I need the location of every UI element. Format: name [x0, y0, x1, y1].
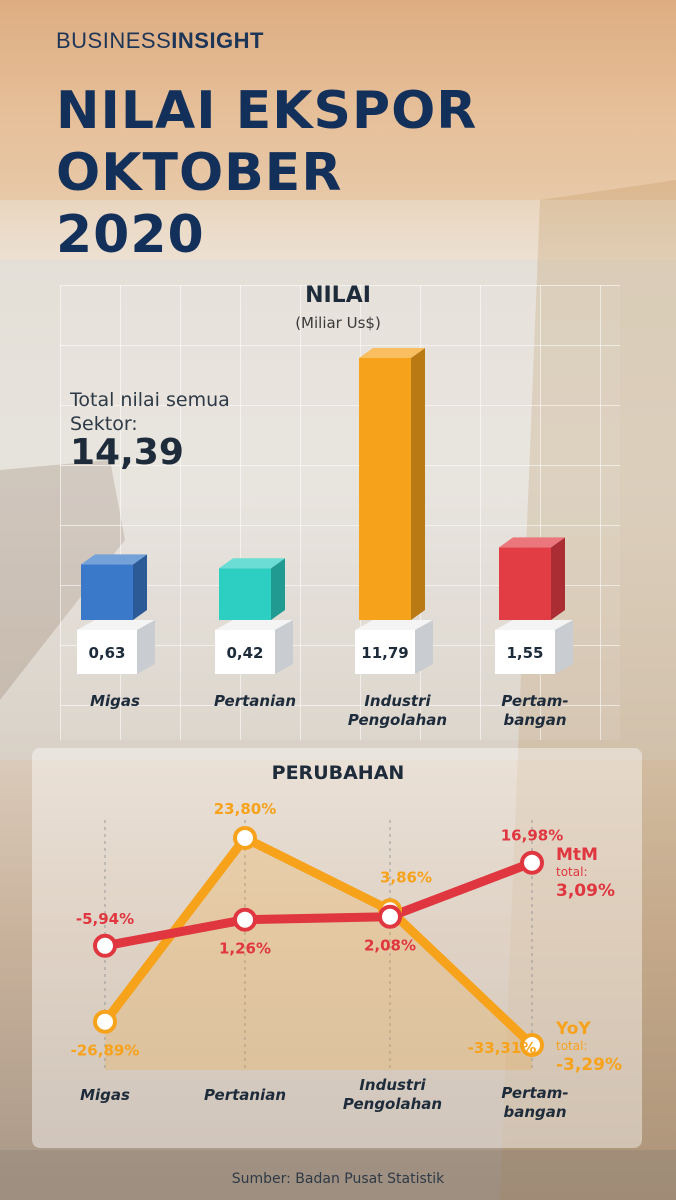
line-category-migas: Migas [80, 1086, 130, 1104]
bar-pedestal-top [495, 620, 573, 630]
bar-category-pertambangan: Pertam- bangan [501, 692, 569, 729]
yoy-legend-total-label: total: [556, 1039, 587, 1053]
bar-side [133, 554, 147, 620]
title-line-1: NILAI EKSPOR [56, 81, 478, 141]
yoy-point [520, 1033, 544, 1057]
mtm-data-label: 16,98% [501, 827, 563, 845]
total-label: Total nilai semua Sektor: [70, 389, 230, 435]
bar-category-pertanian: Pertanian [213, 692, 297, 710]
yoy-legend-total-value: -3,29% [556, 1055, 622, 1075]
bar-front [499, 547, 551, 620]
bar-pedestal-side [555, 620, 573, 674]
mtm-legend-name: MtM [556, 845, 598, 865]
bar-pedestal-top [215, 620, 293, 630]
title-line-3: 2020 [56, 205, 205, 265]
bar-pedestal-side [275, 620, 293, 674]
bar-value-label: 11,79 [361, 644, 408, 662]
bar-top [499, 537, 565, 548]
bar-category-migas: Migas [90, 692, 140, 710]
yoy-legend-name: YoY [555, 1019, 591, 1039]
bar-pedestal-top [355, 620, 433, 630]
bar-value-label: 1,55 [506, 644, 543, 662]
yoy-area [105, 838, 532, 1070]
yoy-data-label: -33,31% [468, 1039, 537, 1057]
nilai-grid-panel [60, 285, 620, 740]
perubahan-panel [32, 748, 642, 1148]
bar-pedestal-side [415, 620, 433, 674]
mtm-line [100, 858, 537, 951]
mtm-data-label: -5,94% [76, 910, 134, 928]
yoy-data-label: 3,86% [380, 868, 432, 886]
mtm-point [93, 933, 117, 958]
bar-pedestal-front [215, 630, 275, 674]
bar-side [411, 348, 425, 620]
bar-top [81, 554, 147, 565]
mtm-legend-total-label: total: [556, 865, 587, 879]
mtm-point [378, 904, 402, 929]
bar-pedestal-front [77, 630, 137, 674]
yoy-data-label: -26,89% [71, 1042, 140, 1060]
mtm-data-label: 1,26% [219, 940, 271, 958]
brand-logo: BUSINESSINSIGHT [56, 28, 264, 53]
mtm-point [520, 850, 544, 875]
bar-top [219, 558, 285, 569]
yoy-point [233, 826, 257, 850]
bar-front [359, 358, 411, 620]
nilai-title: NILAI [305, 283, 371, 308]
bar-pedestal-side [137, 620, 155, 674]
line-category-pertanian: Pertanian [203, 1086, 287, 1104]
yoy-point [93, 1009, 117, 1034]
perubahan-title: PERUBAHAN [271, 762, 405, 784]
mtm-legend-total-value: 3,09% [556, 881, 615, 901]
bar-top [359, 348, 425, 358]
title-line-2: OKTOBER [56, 143, 343, 203]
line-category-industri: Industri Pengolahan [342, 1076, 443, 1113]
bar-value-label: 0,42 [226, 644, 263, 662]
bar-pedestal-front [495, 630, 555, 674]
bar-value-label: 0,63 [88, 644, 125, 662]
page-title: NILAI EKSPOR OKTOBER 2020 [56, 80, 616, 266]
line-category-pertambangan: Pertam- bangan [501, 1084, 569, 1121]
total-value: 14,39 [70, 432, 184, 473]
mtm-point [233, 907, 257, 932]
source-note: Sumber: Badan Pusat Statistik [231, 1171, 445, 1187]
bar-category-industri: Industri Pengolahan [347, 692, 448, 729]
nilai-unit: (Miliar Us$) [295, 314, 381, 332]
bar-side [551, 537, 565, 620]
bar-side [271, 558, 285, 620]
bar-front [81, 564, 133, 620]
mtm-data-label: 2,08% [364, 937, 416, 955]
bar-pedestal-front [355, 630, 415, 674]
bar-front [219, 568, 271, 620]
bar-pedestal-top [77, 620, 155, 630]
yoy-data-label: 23,80% [214, 800, 276, 818]
